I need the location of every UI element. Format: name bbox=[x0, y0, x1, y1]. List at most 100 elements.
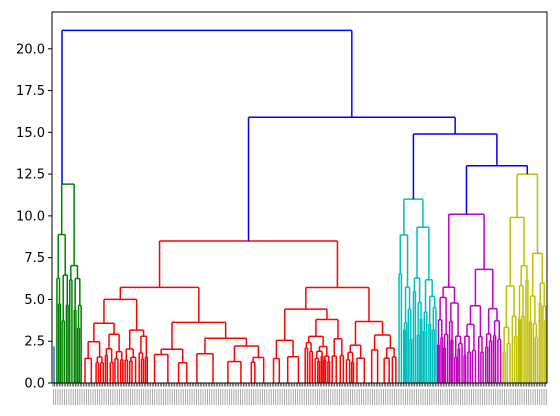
x-leaf-label-mark bbox=[530, 389, 532, 405]
x-leaf-label-mark bbox=[53, 389, 54, 405]
x-leaf-label-mark bbox=[279, 389, 281, 405]
x-leaf-label-mark bbox=[440, 389, 442, 405]
x-leaf-label-mark bbox=[187, 389, 189, 405]
x-leaf-label-mark bbox=[156, 389, 158, 405]
x-leaf-label-mark bbox=[77, 389, 79, 405]
x-leaf-label-mark bbox=[196, 389, 197, 405]
x-leaf-label-mark bbox=[310, 389, 312, 405]
x-leaf-label-mark bbox=[405, 389, 406, 405]
x-leaf-label-mark bbox=[396, 389, 398, 405]
x-leaf-label-mark bbox=[251, 389, 252, 405]
x-leaf-label-mark bbox=[94, 389, 96, 405]
x-leaf-label-mark bbox=[182, 389, 184, 405]
x-leaf-label-mark bbox=[277, 389, 279, 405]
x-leaf-label-mark bbox=[136, 389, 138, 405]
x-leaf-label-mark bbox=[343, 389, 345, 405]
x-leaf-label-mark bbox=[383, 389, 384, 405]
plot-background bbox=[52, 12, 547, 383]
x-leaf-label-mark bbox=[449, 389, 450, 405]
x-leaf-label-mark bbox=[171, 389, 173, 405]
x-leaf-label-mark bbox=[88, 389, 90, 405]
x-leaf-label-mark bbox=[453, 389, 455, 405]
x-leaf-label-mark bbox=[473, 389, 475, 405]
x-leaf-label-mark bbox=[460, 389, 461, 405]
x-leaf-label-mark bbox=[222, 389, 224, 405]
x-leaf-label-mark bbox=[365, 389, 367, 405]
x-leaf-label-mark bbox=[105, 389, 107, 405]
x-leaf-label-mark bbox=[57, 389, 59, 405]
x-leaf-label-mark bbox=[209, 389, 211, 405]
x-leaf-label-mark bbox=[532, 389, 534, 405]
x-leaf-label-mark bbox=[211, 389, 213, 405]
x-leaf-label-mark bbox=[519, 389, 521, 405]
x-leaf-label-mark bbox=[398, 389, 400, 405]
x-leaf-label-mark bbox=[420, 389, 422, 405]
x-leaf-label-mark bbox=[312, 389, 314, 405]
x-leaf-label-mark bbox=[400, 389, 402, 405]
x-leaf-label-mark bbox=[257, 389, 259, 405]
x-leaf-label-mark bbox=[526, 389, 527, 405]
x-leaf-label-mark bbox=[176, 389, 178, 405]
x-leaf-label-mark bbox=[147, 389, 149, 405]
x-leaf-label-mark bbox=[341, 389, 343, 405]
x-leaf-label-mark bbox=[70, 389, 72, 405]
x-leaf-label-mark bbox=[132, 389, 134, 405]
x-leaf-label-mark bbox=[424, 389, 426, 405]
x-leaf-label-mark bbox=[495, 389, 497, 405]
x-leaf-label-mark bbox=[154, 389, 156, 405]
x-leaf-label-mark bbox=[350, 389, 351, 405]
x-leaf-label-mark bbox=[220, 389, 222, 405]
x-leaf-label-mark bbox=[528, 389, 530, 405]
x-leaf-label-mark bbox=[521, 389, 523, 405]
x-leaf-label-mark bbox=[508, 389, 510, 405]
x-leaf-label-mark bbox=[61, 389, 63, 405]
x-leaf-label-mark bbox=[334, 389, 336, 405]
x-leaf-label-mark bbox=[204, 389, 206, 405]
x-leaf-label-mark bbox=[394, 389, 395, 405]
y-tick-label: 15.0 bbox=[16, 126, 45, 141]
x-leaf-label-mark bbox=[79, 389, 81, 405]
y-tick-label: 7.5 bbox=[24, 251, 45, 266]
x-leaf-label-mark bbox=[438, 389, 439, 405]
x-leaf-label-mark bbox=[284, 389, 285, 405]
x-leaf-label-mark bbox=[457, 389, 459, 405]
x-leaf-label-mark bbox=[174, 389, 175, 405]
x-leaf-label-mark bbox=[451, 389, 453, 405]
x-leaf-label-mark bbox=[387, 389, 389, 405]
x-leaf-label-mark bbox=[295, 389, 296, 405]
x-leaf-label-mark bbox=[297, 389, 299, 405]
x-leaf-label-mark bbox=[218, 389, 219, 405]
x-leaf-label-mark bbox=[125, 389, 127, 405]
x-leaf-label-mark bbox=[303, 389, 305, 405]
x-leaf-label-mark bbox=[358, 389, 360, 405]
x-leaf-label-mark bbox=[539, 389, 541, 405]
x-leaf-label-mark bbox=[367, 389, 369, 405]
y-tick-label: 5.0 bbox=[24, 293, 45, 308]
x-leaf-label-mark bbox=[112, 389, 114, 405]
x-leaf-label-mark bbox=[534, 389, 536, 405]
x-leaf-label-mark bbox=[90, 389, 92, 405]
x-leaf-label-mark bbox=[317, 389, 318, 405]
x-leaf-label-mark bbox=[123, 389, 125, 405]
x-leaf-label-mark bbox=[466, 389, 468, 405]
x-leaf-label-mark bbox=[119, 389, 120, 405]
x-leaf-label-mark bbox=[130, 389, 131, 405]
x-leaf-label-mark bbox=[391, 389, 393, 405]
x-leaf-label-mark bbox=[116, 389, 118, 405]
x-leaf-label-mark bbox=[517, 389, 519, 405]
x-leaf-label-mark bbox=[198, 389, 200, 405]
x-leaf-label-mark bbox=[66, 389, 68, 405]
x-leaf-label-mark bbox=[545, 389, 547, 405]
x-leaf-label-mark bbox=[444, 389, 446, 405]
x-leaf-label-mark bbox=[422, 389, 424, 405]
x-leaf-label-mark bbox=[330, 389, 332, 405]
x-leaf-label-mark bbox=[352, 389, 354, 405]
x-leaf-label-mark bbox=[347, 389, 349, 405]
x-leaf-label-mark bbox=[185, 389, 186, 405]
x-leaf-label-mark bbox=[242, 389, 244, 405]
y-axis: 0.0 2.5 5.0 7.5 10.0 12.5 15.0 17.5 20.0 bbox=[16, 42, 52, 392]
x-leaf-label-mark bbox=[215, 389, 217, 405]
x-leaf-label-mark bbox=[103, 389, 105, 405]
x-leaf-label-mark bbox=[372, 389, 373, 405]
